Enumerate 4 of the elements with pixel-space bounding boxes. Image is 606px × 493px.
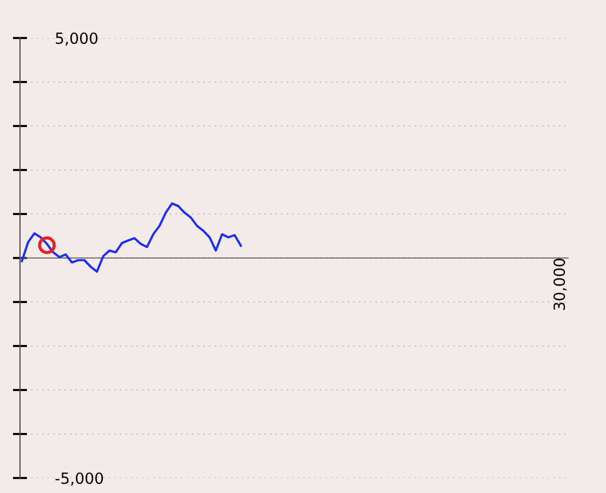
y-tick-label: -5,000 [55,472,103,486]
line-series [20,202,242,273]
annotation: 30,000 [553,258,567,310]
y-tick-label: 5,000 [56,32,98,46]
